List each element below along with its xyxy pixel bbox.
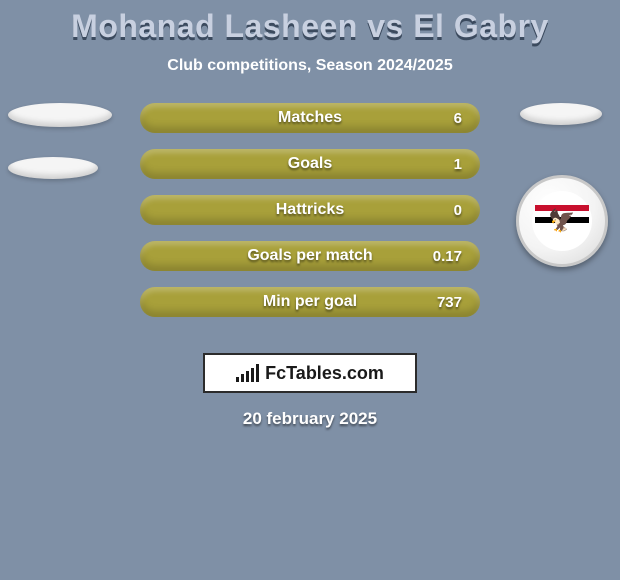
stat-bar: Goals per match0.17 bbox=[140, 241, 480, 271]
stat-bar: Hattricks0 bbox=[140, 195, 480, 225]
logo-text: FcTables.com bbox=[265, 363, 384, 384]
stat-bar-label: Goals per match bbox=[140, 241, 480, 271]
stat-bar: Min per goal737 bbox=[140, 287, 480, 317]
stat-bar-label: Goals bbox=[140, 149, 480, 179]
stat-bar-label: Min per goal bbox=[140, 287, 480, 317]
stat-bar-label: Hattricks bbox=[140, 195, 480, 225]
subtitle: Club competitions, Season 2024/2025 bbox=[0, 57, 620, 75]
stat-bar-value: 737 bbox=[437, 287, 462, 317]
stat-bar-label: Matches bbox=[140, 103, 480, 133]
fctables-logo[interactable]: FcTables.com bbox=[203, 353, 417, 393]
eagle-icon: 🦅 bbox=[548, 210, 575, 232]
compare-area: 🦅 Matches6 Goals1 Hattricks0 Goals per matc… bbox=[0, 103, 620, 335]
stat-bar: Matches6 bbox=[140, 103, 480, 133]
right-player-placeholder bbox=[520, 103, 602, 125]
placeholder-pill bbox=[8, 103, 112, 127]
stat-bar-value: 0 bbox=[454, 195, 462, 225]
club-badge: 🦅 bbox=[516, 175, 608, 267]
club-badge-inner: 🦅 bbox=[532, 191, 592, 251]
stat-bar-value: 6 bbox=[454, 103, 462, 133]
logo-bars-icon bbox=[236, 364, 259, 382]
left-player-placeholder bbox=[8, 103, 112, 179]
placeholder-pill bbox=[8, 157, 98, 179]
placeholder-pill bbox=[520, 103, 602, 125]
page-title: Mohanad Lasheen vs El Gabry bbox=[0, 0, 620, 45]
stat-bars: Matches6Goals1Hattricks0Goals per match0… bbox=[140, 103, 480, 333]
comparison-infographic: Mohanad Lasheen vs El Gabry Club competi… bbox=[0, 0, 620, 580]
stat-bar-value: 0.17 bbox=[433, 241, 462, 271]
stat-bar-value: 1 bbox=[454, 149, 462, 179]
stat-bar: Goals1 bbox=[140, 149, 480, 179]
snapshot-date: 20 february 2025 bbox=[0, 409, 620, 429]
